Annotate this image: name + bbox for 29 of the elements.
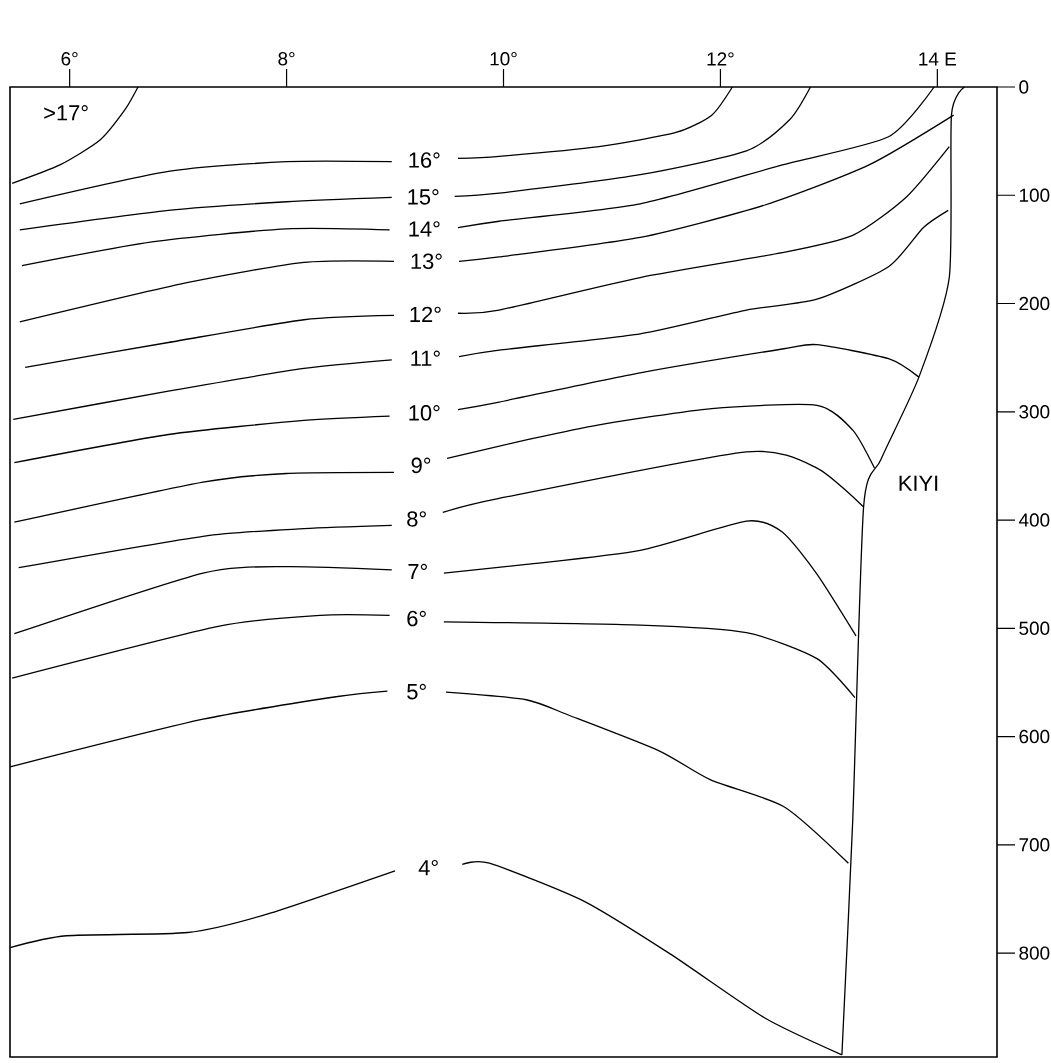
x-tick-label: 6° [61, 52, 78, 66]
series-label: 13° [411, 253, 442, 270]
series-label: 7° [408, 563, 427, 580]
series-label: 15° [408, 189, 439, 205]
series-label: 16° [409, 152, 440, 168]
series-label: 4° [418, 859, 438, 876]
x-tick-label: 14 E [919, 52, 956, 66]
series-label: 12° [410, 306, 441, 322]
series-label: 9° [411, 457, 431, 474]
y-tick-label: 700 [1019, 838, 1050, 852]
x-tick-label: 12° [707, 52, 734, 66]
y-tick-label: 600 [1019, 729, 1050, 744]
x-tick-label: 8° [278, 52, 295, 66]
annotation: KIYI [899, 475, 938, 491]
x-tick-label: 10° [490, 52, 517, 66]
y-tick-label: 0 [1019, 80, 1029, 94]
y-tick-label: 800 [1019, 946, 1050, 960]
series-label: 10° [409, 405, 440, 421]
series-label: 6° [407, 610, 426, 627]
series-label: 14° [409, 221, 440, 237]
series-label: 5° [407, 683, 426, 700]
y-tick-label: 100 [1019, 188, 1050, 202]
y-tick-label: 400 [1018, 513, 1050, 527]
series-label: 8° [407, 511, 426, 527]
series-label: 11° [411, 350, 440, 366]
y-tick-label: 300 [1019, 405, 1050, 419]
annotation: >17° [44, 105, 88, 121]
y-tick-label: 200 [1019, 296, 1050, 311]
y-tick-label: 500 [1019, 621, 1050, 635]
